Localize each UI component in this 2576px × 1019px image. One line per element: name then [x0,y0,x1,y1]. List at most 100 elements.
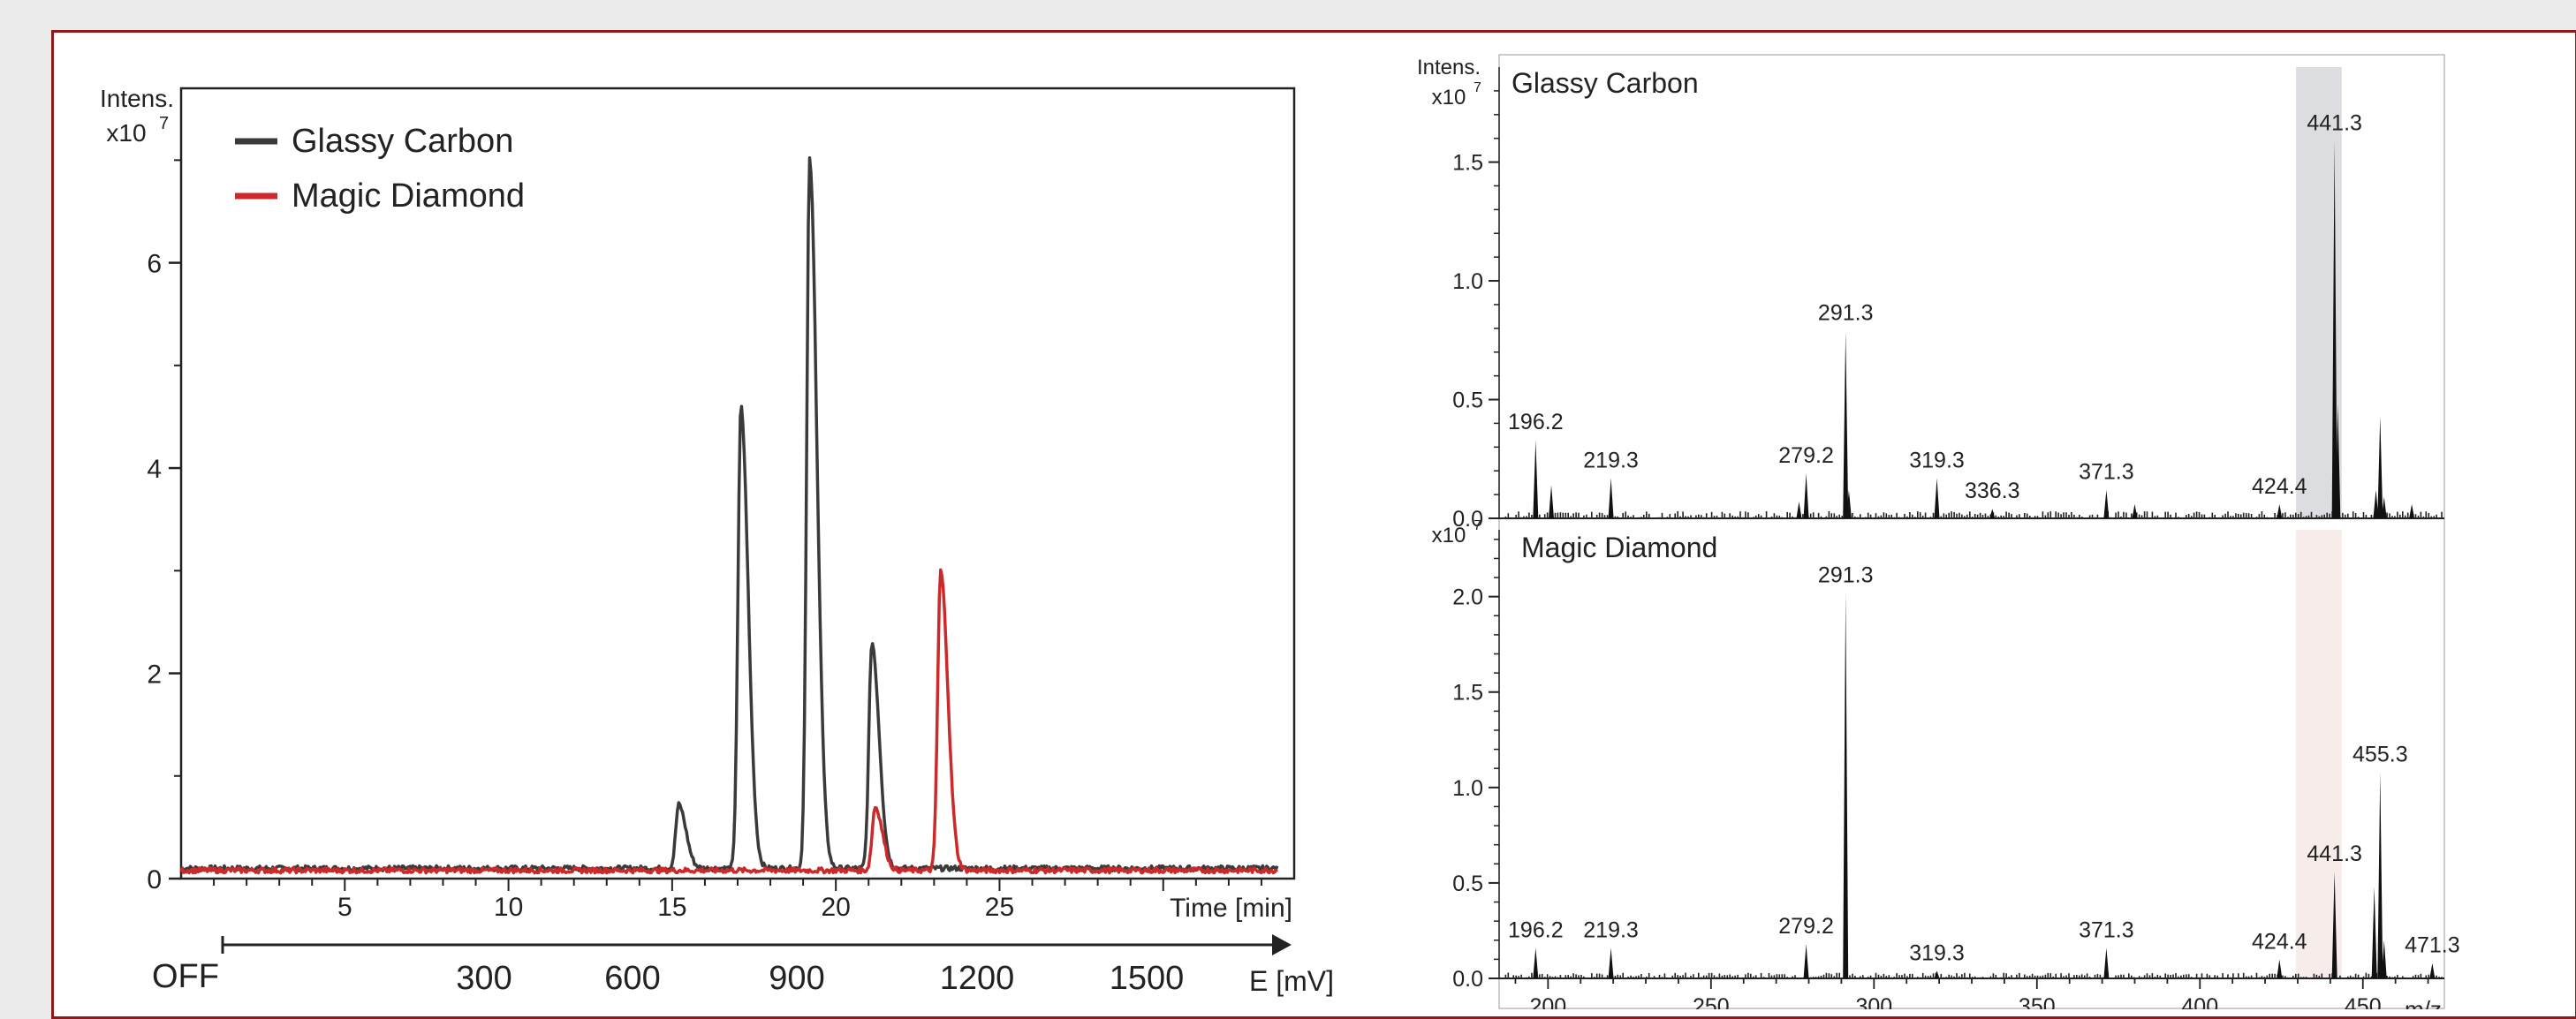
chromatogram-xlabel: Time [min] [1170,894,1292,923]
chromatogram-legend: Glassy Carbon Magic Diamond [235,123,525,215]
potential-tick-label: 1500 [1110,960,1185,997]
spectrum-peak [2372,887,2377,978]
spectrum-peak [2377,773,2383,978]
x-tick-label: 5 [337,893,352,922]
y-tick-label: 6 [147,250,162,279]
potential-axis-label: E [mV] [1249,965,1334,997]
y-tick-label: 2 [147,660,162,690]
chromatogram-ylabel-exponent: 7 [159,114,169,133]
y-tick-label: 0 [147,865,162,894]
spectrum-peak [1533,440,1538,518]
spectrum-peak [2429,963,2435,978]
legend-label-glassy-carbon: Glassy Carbon [292,123,513,160]
y-tick-label: 1.5 [1452,151,1483,176]
peak-label: 424.4 [2252,929,2307,954]
spectrum-peak [1989,509,1995,518]
spectrum-peak [1804,473,1809,518]
spectrum-peak [1609,947,1614,978]
spectrum-top-ylabel-line1: Intens. [1417,56,1481,79]
x-tick-label: 400 [2181,994,2218,1009]
y-tick-label: 0.5 [1452,389,1483,413]
peak-label: 219.3 [1583,917,1639,942]
potential-axis-arrow-icon [1272,934,1292,955]
peak-label: 196.2 [1508,917,1564,942]
peak-label: 371.3 [2079,917,2134,942]
peak-label: 471.3 [2405,933,2460,958]
x-tick-label: 25 [985,893,1014,922]
peak-label: 424.4 [2252,474,2307,499]
spectrum-peak [2277,959,2282,978]
y-tick-label: 1.5 [1452,681,1483,706]
spectrum-top-title: Glassy Carbon [1512,67,1699,99]
spectrum-peak [1549,485,1554,518]
chromatogram-series [181,158,1277,873]
spectrum-peak [2409,504,2414,518]
spectrum-peak [1609,478,1614,518]
chromatogram-ticks: 0 2 4 6 5 10 15 20 25 [147,160,1261,922]
potential-off-label: OFF [152,958,219,995]
peak-label: 319.3 [1909,448,1965,472]
x-tick-label: 200 [1529,994,1566,1009]
spectrum-bottom-ylabel-exponent: 7 [1474,518,1481,533]
spectrum-top-ylabel-exponent: 7 [1474,80,1481,95]
noise-baseline [1505,511,2442,518]
spectrum-peak [1843,331,1848,518]
y-tick-label: 1.0 [1452,776,1483,801]
spectrum-peak [2377,416,2383,518]
spectrum-bottom-ylabel-line2: x10 [1432,524,1466,547]
spectrum-top-ylabel-line2: x10 [1432,86,1466,109]
peak-label: 319.3 [1909,940,1965,965]
potential-tick-label: 300 [456,960,511,997]
peak-label: 455.3 [2352,743,2408,767]
y-tick-label: 0.0 [1452,967,1483,992]
peak-label: 279.2 [1778,914,1834,939]
chromatogram-panel: 0 2 4 6 5 10 15 20 25 Intens. x10 7 Time [min] G… [100,85,1334,997]
peak-label: 371.3 [2079,460,2134,485]
peak-label: 196.2 [1508,410,1564,434]
spectrum-peak [2374,490,2379,518]
x-tick-label: 20 [821,893,850,922]
peak-label: 279.2 [1778,443,1834,468]
y-tick-label: 2.0 [1452,585,1483,610]
x-tick-label: 250 [1693,994,1730,1009]
peak-label: 219.3 [1583,448,1639,472]
x-tick-label: 350 [2019,994,2056,1009]
chromatogram-ylabel-line2: x10 [106,119,146,147]
potential-tick-label: 1200 [940,960,1015,997]
peak-label: 291.3 [1818,301,1874,326]
peak-label: 336.3 [1965,479,2020,503]
y-tick-label: 1.0 [1452,269,1483,294]
spectrum-xlabel: m/z [2405,996,2442,1009]
chromatogram-ylabel-line1: Intens. [100,85,174,112]
spectrum-peak [1935,970,1940,978]
spectrum-peak [2132,504,2137,518]
series-line-0 [181,158,1277,872]
spectrum-peak [1935,478,1940,518]
legend-label-magic-diamond: Magic Diamond [292,177,525,215]
series-line-1 [181,570,1277,872]
spectrum-peak [2103,947,2109,978]
spectrum-peak [1804,944,1809,978]
spectrum-peak [1843,593,1848,978]
x-tick-label: 300 [1855,994,1892,1009]
x-tick-label: 10 [494,893,523,922]
y-tick-label: 4 [147,455,162,484]
spectrum-peak [2103,490,2109,518]
spectrum-bottom-title: Magic Diamond [1521,532,1717,563]
y-tick-label: 0.5 [1452,872,1483,896]
potential-tick-label: 600 [604,960,660,997]
peak-label: 441.3 [2307,110,2362,135]
spectrum-peak [2277,504,2282,518]
peak-label: 441.3 [2307,842,2362,866]
potential-tick-label: 900 [769,960,824,997]
spectrum-peak [1796,502,1801,518]
x-tick-label: 15 [657,893,686,922]
spectrum-peak [1533,947,1538,978]
x-tick-label: 450 [2345,994,2382,1009]
spectrum-magic-diamond: 0.0 0.5 1.0 1.5 2.0 196.2 219.3 279.2 291.3 319.3… [1452,530,2459,1009]
potential-axis: OFF 300 600 900 1200 1500 E [mV] [152,934,1334,997]
peak-label: 291.3 [1818,562,1874,587]
